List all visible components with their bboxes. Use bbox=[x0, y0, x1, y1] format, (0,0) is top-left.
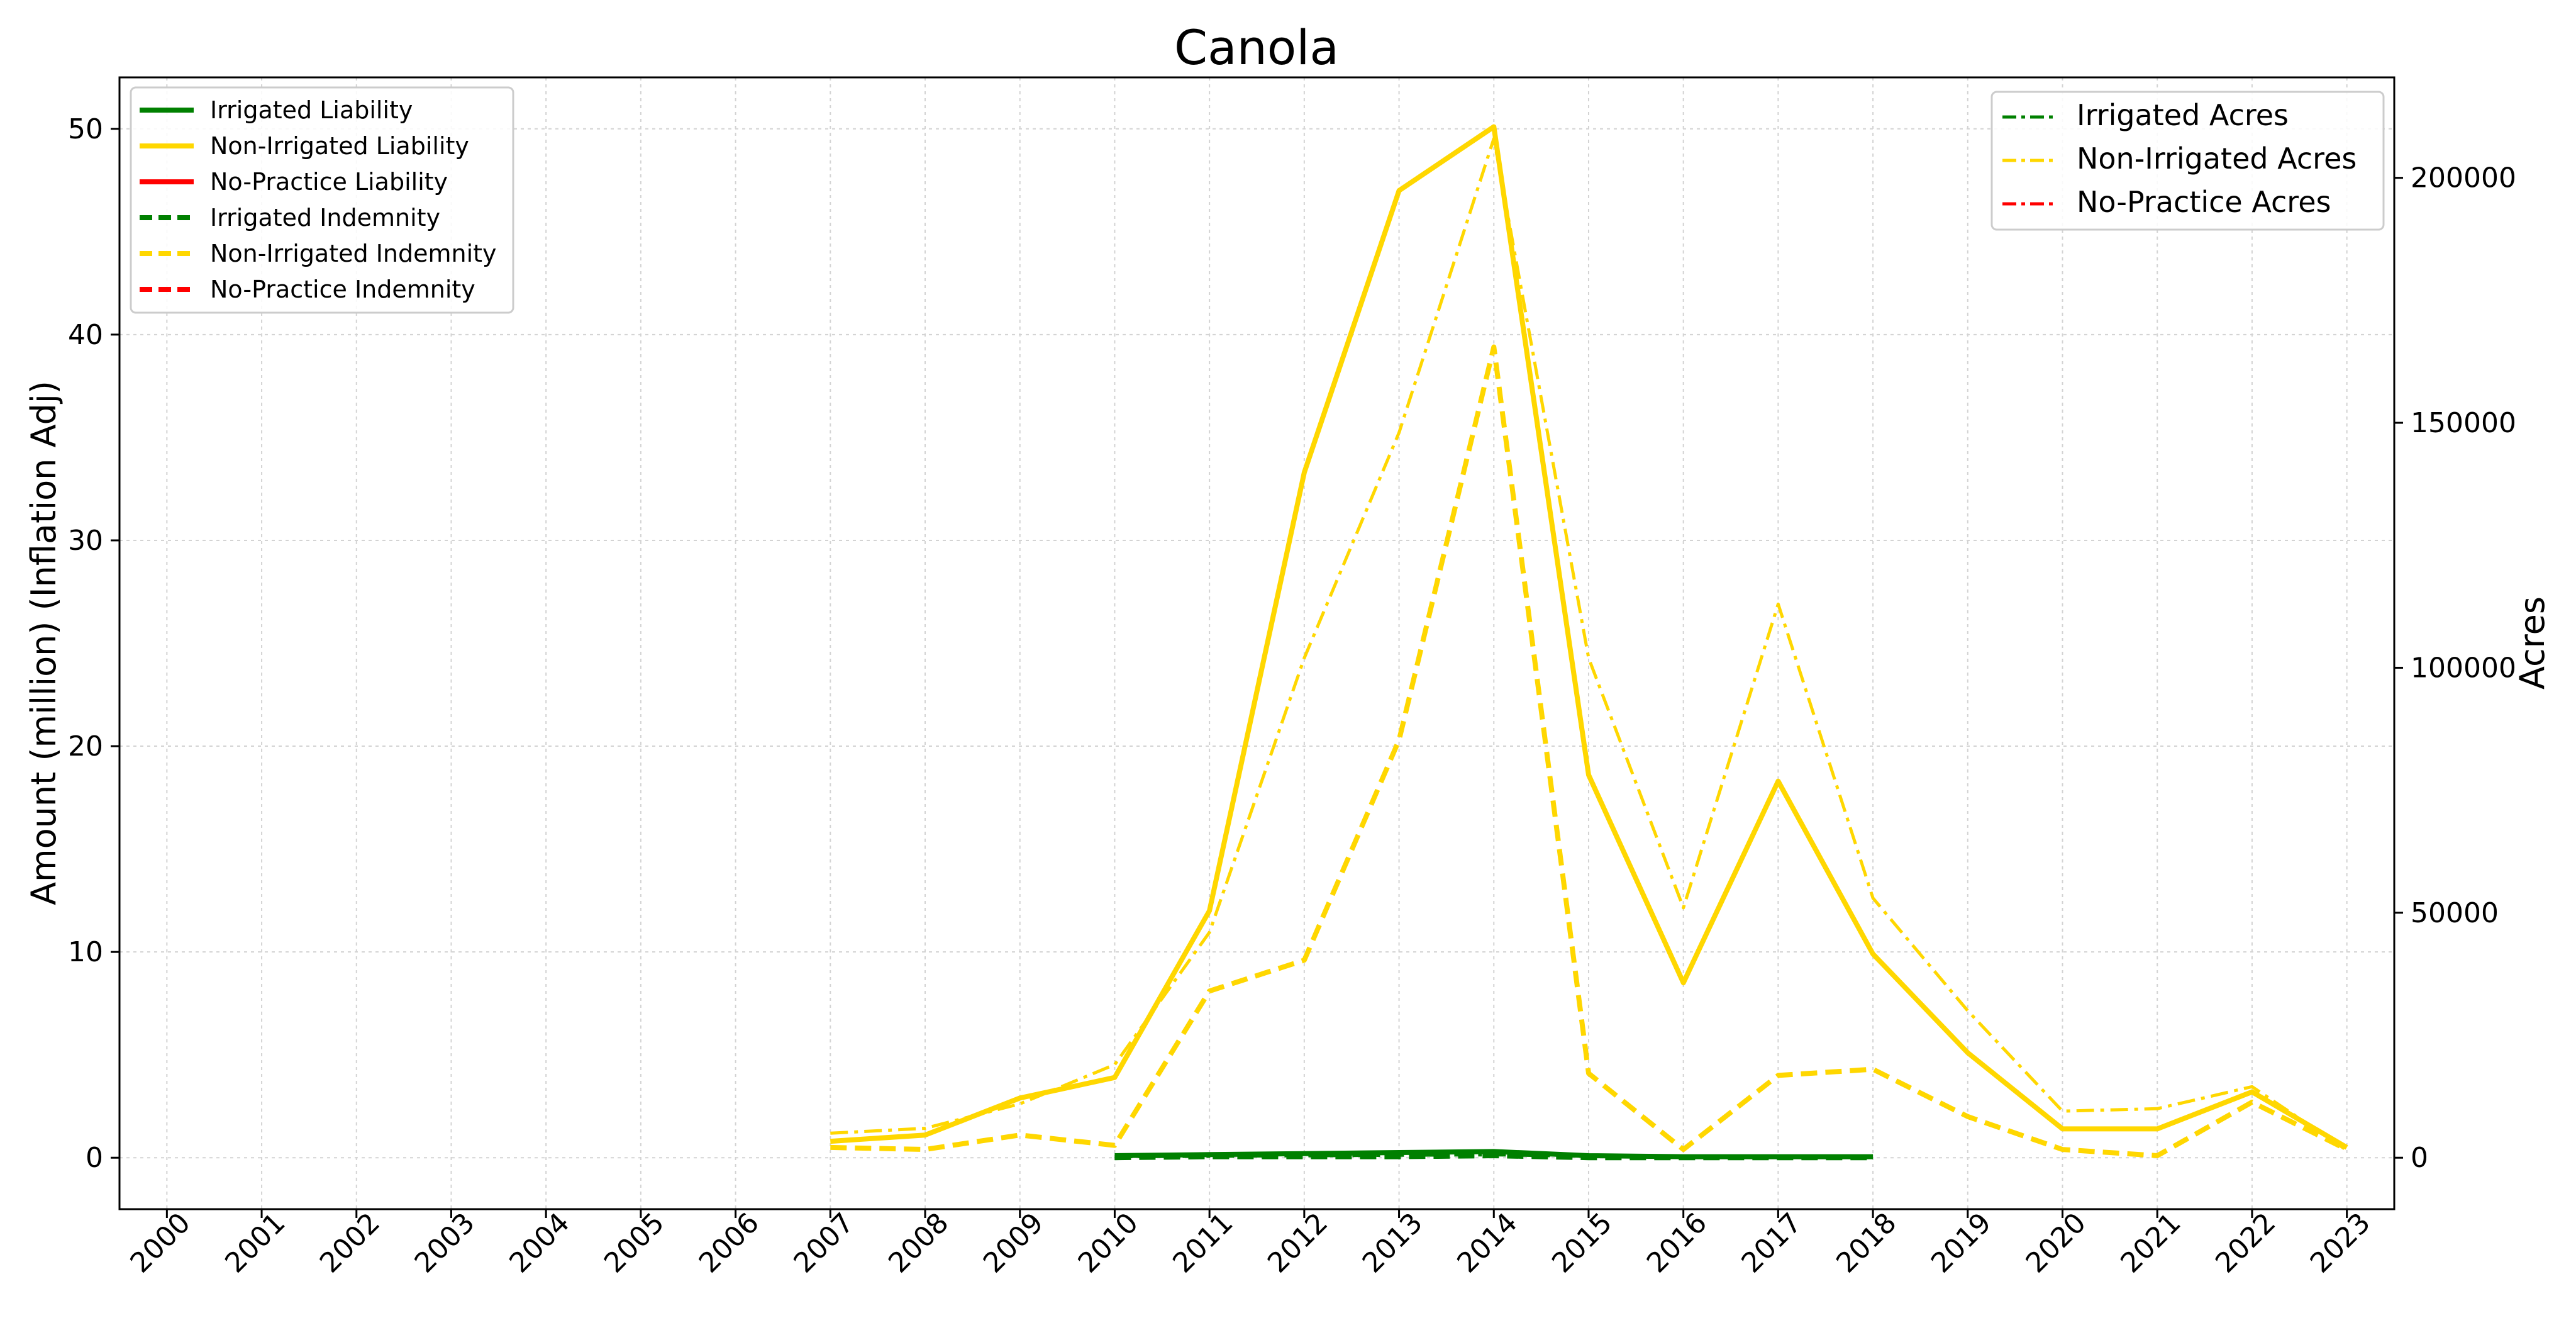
y-left-tick-label: 30 bbox=[68, 525, 103, 557]
series-irrigated-indemnity bbox=[1114, 1153, 1874, 1161]
legend-right-box bbox=[1990, 91, 2385, 231]
legend-left: Irrigated Liability Non-Irrigated Liabili… bbox=[130, 86, 514, 314]
legend-right: Irrigated Acres Non-Irrigated Acres No-Pra… bbox=[1990, 91, 2385, 231]
legend-item-label: Irrigated Acres bbox=[2077, 98, 2289, 132]
legend-left-box bbox=[130, 86, 514, 314]
y-right-tick-label: 50000 bbox=[2411, 897, 2499, 929]
y-left-tick-label: 10 bbox=[68, 936, 103, 968]
y-axis-right: 0 50000 100000 150000 200000 bbox=[2394, 162, 2516, 1174]
y-left-tick-label: 50 bbox=[68, 113, 103, 145]
legend-item-label: Non-Irrigated Indemnity bbox=[210, 240, 497, 267]
y-right-tick-label: 0 bbox=[2411, 1142, 2428, 1174]
series-non-irrigated-indemnity bbox=[830, 344, 2348, 1158]
y-right-tick-label: 100000 bbox=[2411, 652, 2516, 684]
plot-frame bbox=[118, 76, 2396, 1210]
chart-title: Canola bbox=[1174, 20, 1339, 75]
y-axis-left-label: Amount (million) (Inflation Adj) bbox=[24, 381, 64, 905]
y-right-tick-label: 150000 bbox=[2411, 407, 2516, 439]
y-right-tick-label: 200000 bbox=[2411, 162, 2516, 194]
legend-item-label: No-Practice Indemnity bbox=[210, 276, 475, 303]
legend-item-label: Irrigated Liability bbox=[210, 96, 413, 124]
y-left-tick-label: 0 bbox=[86, 1142, 103, 1174]
y-left-tick-label: 20 bbox=[68, 730, 103, 762]
legend-item-label: Non-Irrigated Liability bbox=[210, 132, 469, 160]
legend-item-label: No-Practice Liability bbox=[210, 168, 448, 196]
legend-item-label: Non-Irrigated Acres bbox=[2077, 142, 2357, 176]
y-left-tick-label: 40 bbox=[68, 319, 103, 351]
y-axis-left: 0 10 20 30 40 50 bbox=[68, 113, 119, 1174]
series-layer bbox=[830, 124, 2348, 1161]
series-non-irrigated-liability bbox=[830, 124, 2348, 1150]
y-axis-right-label: Acres bbox=[2512, 596, 2552, 690]
legend-item-label: Irrigated Indemnity bbox=[210, 204, 440, 232]
legend-item-label: No-Practice Acres bbox=[2077, 185, 2331, 219]
